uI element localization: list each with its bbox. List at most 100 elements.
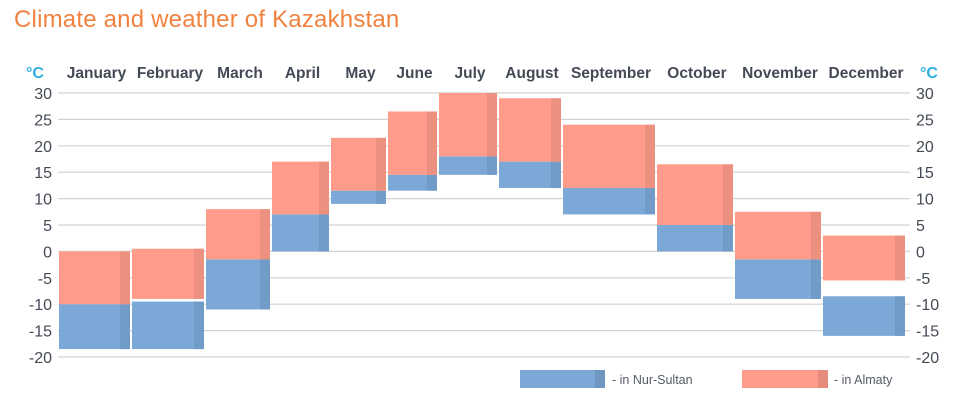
- bar-edge: [194, 301, 204, 350]
- bar-edge: [260, 259, 270, 310]
- bar-edge: [120, 304, 130, 350]
- bar-nur-sultan: [499, 161, 561, 189]
- bar-body: [132, 248, 204, 299]
- bar-body: [59, 304, 130, 350]
- bar-edge: [551, 161, 561, 189]
- legend-swatch: [520, 370, 605, 388]
- bar-edge: [723, 164, 733, 225]
- bar-edge: [487, 156, 497, 175]
- bar-almaty: [657, 164, 733, 225]
- bar-edge: [260, 209, 270, 260]
- y-axis-left: 30 25 20 15 10 5 0 -5 -10 -15 -20: [29, 86, 52, 367]
- legend-swatch: [742, 370, 828, 388]
- y-tick-label: -20: [916, 350, 939, 367]
- month-label: November: [742, 65, 818, 82]
- bar-almaty: [331, 137, 386, 191]
- bar-body: [206, 259, 270, 310]
- bar-nur-sultan: [735, 259, 821, 299]
- bar-edge: [487, 93, 497, 157]
- month-label: May: [345, 65, 376, 82]
- bar-nur-sultan: [657, 225, 733, 252]
- bar-body: [657, 225, 733, 252]
- y-tick-label: -10: [916, 297, 939, 314]
- bar-body: [331, 190, 386, 204]
- y-tick-label: 5: [43, 218, 52, 235]
- y-tick-label: 20: [916, 139, 934, 156]
- month-label: August: [505, 65, 558, 82]
- bar-edge: [194, 248, 204, 299]
- month-label: January: [67, 65, 127, 82]
- month-label: July: [454, 65, 485, 82]
- month-label: October: [667, 65, 726, 82]
- bar-almaty: [823, 235, 905, 281]
- bar-body: [563, 188, 655, 215]
- bar-nur-sultan: [388, 174, 437, 191]
- bar-almaty: [132, 248, 204, 299]
- bar-edge: [376, 137, 386, 191]
- bar-almaty: [563, 124, 655, 189]
- bar-almaty: [735, 211, 821, 260]
- bar-nur-sultan: [331, 190, 386, 204]
- bar-edge: [376, 190, 386, 204]
- bar-nur-sultan: [823, 296, 905, 336]
- bar-edge: [895, 235, 905, 281]
- bar-almaty: [59, 251, 130, 305]
- bar-edge: [427, 111, 437, 175]
- bar-nur-sultan: [132, 301, 204, 350]
- legend: - in Nur-Sultan - in Almaty: [520, 370, 893, 388]
- chart-title: Climate and weather of Kazakhstan: [14, 6, 400, 33]
- bar-edge: [645, 188, 655, 215]
- bar-edge: [120, 251, 130, 305]
- legend-swatch-edge: [818, 370, 828, 388]
- bar-nur-sultan: [439, 156, 497, 175]
- month-label: June: [396, 65, 433, 82]
- legend-label: - in Nur-Sultan: [612, 373, 693, 387]
- bar-edge: [551, 98, 561, 162]
- y-tick-label: -15: [916, 324, 939, 341]
- y-tick-label: -5: [38, 271, 52, 288]
- y-tick-label: -10: [29, 297, 52, 314]
- legend-swatch-edge: [595, 370, 605, 388]
- month-label: February: [137, 65, 204, 82]
- unit-label-left: °C: [26, 65, 44, 82]
- bar-edge: [319, 161, 329, 215]
- y-tick-label: 20: [34, 139, 52, 156]
- bar-body: [735, 211, 821, 260]
- bar-body: [823, 296, 905, 336]
- legend-item: - in Almaty: [742, 370, 893, 388]
- month-labels: January February March April May June July Augu…: [67, 65, 904, 82]
- bar-almaty: [272, 161, 329, 215]
- y-tick-label: 0: [43, 244, 52, 261]
- legend-item: - in Nur-Sultan: [520, 370, 693, 388]
- bar-edge: [811, 259, 821, 299]
- bar-body: [657, 164, 733, 225]
- y-tick-label: -20: [29, 350, 52, 367]
- bar-almaty: [439, 93, 497, 157]
- y-tick-label: 30: [916, 86, 934, 103]
- bar-edge: [645, 124, 655, 189]
- bar-body: [439, 156, 497, 175]
- bar-edge: [895, 296, 905, 336]
- bar-nur-sultan: [59, 304, 130, 350]
- month-label: April: [285, 65, 320, 82]
- bar-nur-sultan: [206, 259, 270, 310]
- bars: [59, 93, 905, 350]
- bar-nur-sultan: [272, 214, 329, 252]
- bar-edge: [723, 225, 733, 252]
- y-tick-label: 0: [916, 244, 925, 261]
- y-tick-label: 30: [34, 86, 52, 103]
- bar-body: [59, 251, 130, 305]
- y-tick-label: 5: [916, 218, 925, 235]
- legend-label: - in Almaty: [834, 373, 893, 387]
- month-label: December: [829, 65, 904, 82]
- month-label: September: [571, 65, 651, 82]
- y-tick-label: 25: [34, 112, 52, 129]
- y-tick-label: -5: [916, 271, 930, 288]
- bar-body: [132, 301, 204, 350]
- unit-label-right: °C: [920, 65, 938, 82]
- bar-body: [388, 174, 437, 191]
- bar-almaty: [206, 209, 270, 260]
- y-tick-label: -15: [29, 324, 52, 341]
- bar-body: [499, 98, 561, 162]
